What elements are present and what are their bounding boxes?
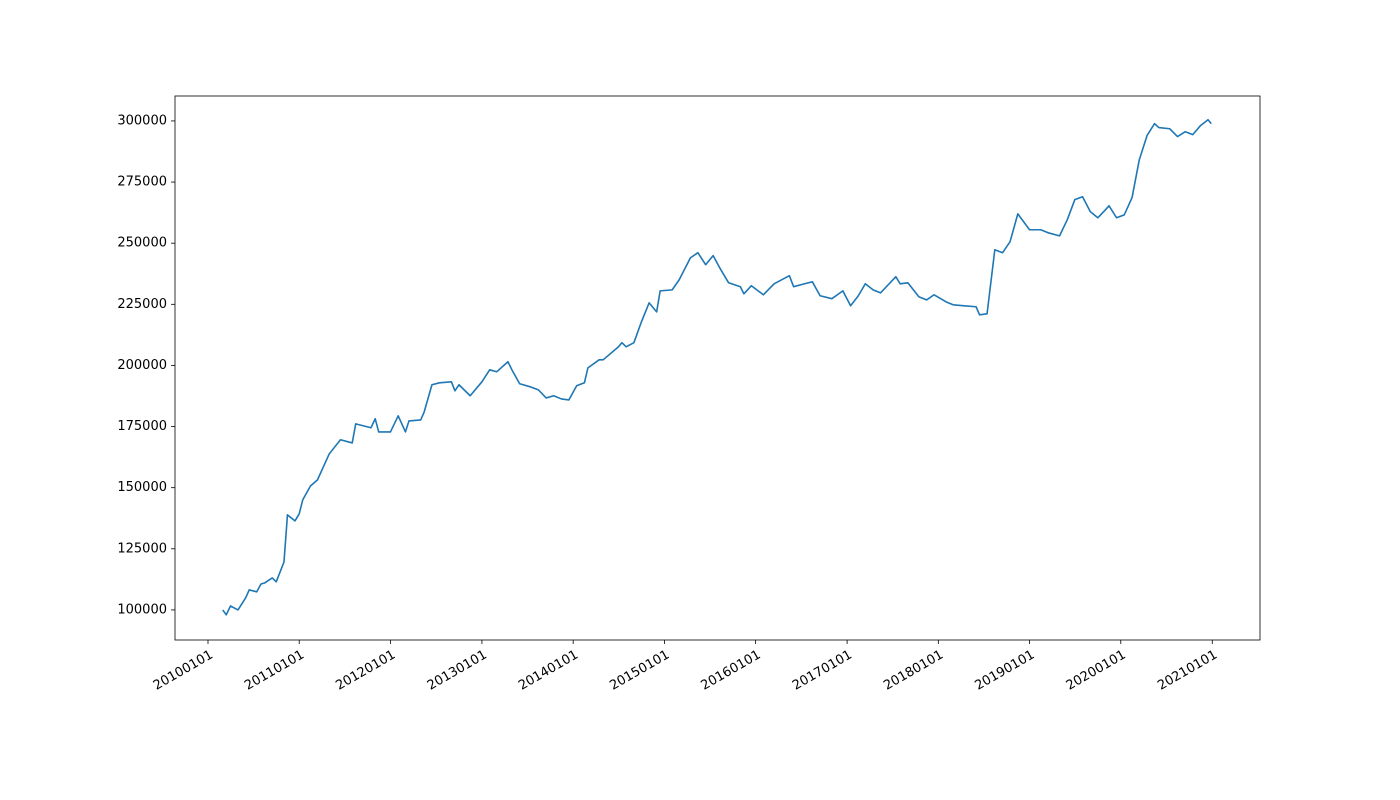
x-tick-label: 20190101 (972, 648, 1037, 694)
x-tick-label: 20180101 (881, 648, 946, 694)
y-tick-label: 250000 (117, 236, 167, 251)
x-tick-label: 20210101 (1155, 648, 1220, 694)
x-tick-label: 20130101 (425, 648, 490, 694)
y-tick-label: 100000 (117, 602, 167, 617)
x-tick-label: 20100101 (151, 648, 216, 694)
y-tick-label: 150000 (117, 480, 167, 495)
y-tick-label: 275000 (117, 175, 167, 190)
y-tick-label: 225000 (117, 297, 167, 312)
x-tick-label: 20200101 (1064, 648, 1129, 694)
x-tick-label: 20120101 (333, 648, 398, 694)
x-tick-label: 20160101 (699, 648, 764, 694)
y-tick-label: 125000 (117, 541, 167, 556)
x-tick-label: 20110101 (242, 648, 307, 694)
x-tick-label: 20140101 (516, 648, 581, 694)
x-tick-label: 20150101 (607, 648, 672, 694)
y-tick-label: 300000 (117, 113, 167, 128)
y-tick-label: 175000 (117, 419, 167, 434)
data-line (222, 118, 1212, 616)
x-tick-label: 20170101 (790, 648, 855, 694)
axes-frame (174, 95, 1261, 641)
y-tick-label: 200000 (117, 358, 167, 373)
